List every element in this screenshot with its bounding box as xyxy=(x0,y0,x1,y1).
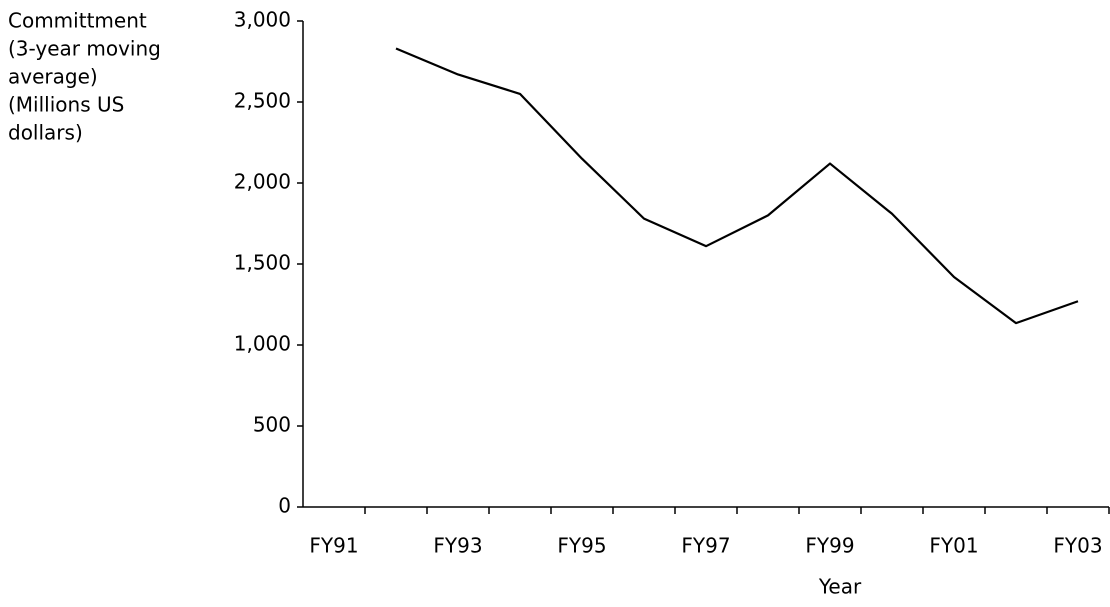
y-tick-label: 1,500 xyxy=(234,251,291,275)
x-tick-label: FY99 xyxy=(805,534,854,558)
x-tick-label: FY01 xyxy=(929,534,978,558)
y-tick-label: 2,000 xyxy=(234,170,291,194)
y-tick-label: 3,000 xyxy=(234,8,291,32)
x-tick-label: FY91 xyxy=(309,534,358,558)
y-tick-label: 500 xyxy=(253,413,291,437)
line xyxy=(395,47,1079,325)
x-tick-label: FY93 xyxy=(433,534,482,558)
x-tick-label: FY03 xyxy=(1053,534,1102,558)
x-axis-label: Year xyxy=(818,575,862,599)
x-tick-label: FY95 xyxy=(557,534,606,558)
y-axis-label: Committment xyxy=(8,9,147,33)
y-tick-label: 2,500 xyxy=(234,89,291,113)
y-tick-label: 0 xyxy=(278,494,291,518)
y-axis-label: average) xyxy=(8,65,98,89)
y-axis-label: dollars) xyxy=(8,121,83,145)
y-axis-label: (Millions US xyxy=(8,93,124,117)
y-axis-label: (3-year moving xyxy=(8,37,161,61)
x-tick-label: FY97 xyxy=(681,534,730,558)
y-tick-label: 1,000 xyxy=(234,332,291,356)
